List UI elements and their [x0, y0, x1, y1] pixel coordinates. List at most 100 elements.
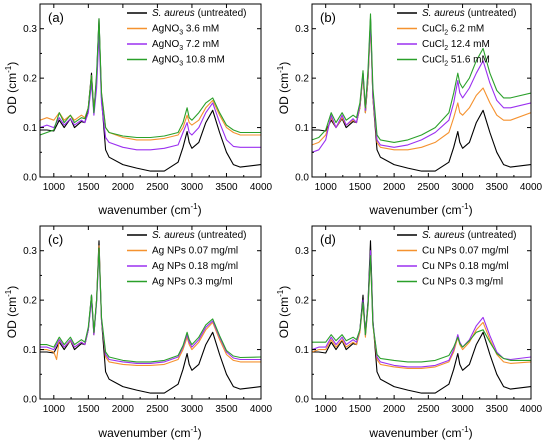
- chart-panel-3: 1000 1500 2000 2500 3000 3500 4000 0.0 0.1 0.2 0.3…: [276, 225, 543, 440]
- y-tick-label: 0.1: [295, 345, 309, 356]
- y-tick-label: 0.3: [23, 246, 37, 257]
- series-line-2: [312, 250, 531, 368]
- x-tick-label: 2000: [112, 404, 135, 415]
- x-tick-label: 2000: [383, 404, 406, 415]
- x-tick-label: 2000: [383, 182, 406, 193]
- plot-frame: [39, 225, 262, 400]
- series-line-2: [40, 33, 261, 151]
- panel-label: (d): [320, 232, 336, 247]
- y-tick-label: 0.2: [295, 296, 309, 307]
- legend-entry: S. aureus (untreated): [152, 230, 247, 241]
- chart-panel-1: 1000 1500 2000 2500 3000 3500 4000 0.0 0.1 0.2 0.3…: [276, 3, 543, 217]
- chart-panel-0: 1000 1500 2000 2500 3000 3500 4000 0.0 0.1 0.2 0.3…: [4, 3, 273, 217]
- y-tick-label: 0.0: [23, 173, 37, 184]
- x-tick-label: 3500: [486, 182, 509, 193]
- y-axis-label: OD (cm-1): [4, 62, 19, 114]
- series-lines: [312, 13, 531, 172]
- series-line-0: [40, 18, 261, 172]
- series-line-2: [40, 250, 261, 364]
- legend-entry: AgNO3 3.6 mM: [152, 24, 219, 37]
- legend-entry: S. aureus (untreated): [152, 8, 247, 19]
- y-tick-label: 0.1: [295, 123, 309, 134]
- series-line-1: [312, 255, 531, 369]
- y-tick-label: 0.1: [23, 123, 37, 134]
- legend-entry: AgNO3 7.2 mM: [152, 39, 219, 52]
- x-axis-label: wavenumber (cm-1): [368, 202, 472, 217]
- series-lines: [40, 240, 261, 394]
- x-axis-label: wavenumber (cm-1): [97, 202, 201, 217]
- y-tick-label: 0.2: [23, 74, 37, 85]
- legend-entry: Cu NPs 0.18 mg/ml: [422, 261, 509, 272]
- y-tick-label: 0.3: [295, 24, 309, 35]
- panel-label: (b): [320, 10, 336, 25]
- series-line-3: [312, 13, 531, 143]
- x-tick-label: 1000: [43, 182, 66, 193]
- x-tick-label: 1000: [43, 404, 66, 415]
- y-tick-label: 0.0: [295, 173, 309, 184]
- legend-entry: S. aureus (untreated): [422, 230, 517, 241]
- x-tick-label: 1000: [315, 182, 338, 193]
- x-tick-label: 1500: [349, 182, 372, 193]
- x-tick-label: 1000: [315, 404, 338, 415]
- x-tick-label: 4000: [250, 404, 273, 415]
- legend-entry: Ag NPs 0.07 mg/ml: [152, 246, 238, 257]
- series-line-0: [40, 240, 261, 394]
- legend-entry: AgNO3 10.8 mM: [152, 55, 225, 68]
- x-tick-label: 3500: [486, 404, 509, 415]
- series-line-3: [40, 247, 261, 363]
- legend-entry: Ag NPs 0.18 mg/ml: [152, 261, 238, 272]
- x-tick-label: 3000: [181, 404, 204, 415]
- panel-label: (c): [48, 232, 63, 247]
- y-tick-label: 0.3: [23, 24, 37, 35]
- plot-frame: [311, 3, 532, 178]
- x-tick-label: 3500: [215, 404, 238, 415]
- x-tick-label: 1500: [77, 182, 100, 193]
- panel-label: (a): [48, 10, 64, 25]
- x-tick-label: 3000: [451, 182, 474, 193]
- y-axis-label: OD (cm-1): [4, 286, 19, 338]
- y-tick-label: 0.1: [23, 345, 37, 356]
- legend-entry: S. aureus (untreated): [422, 8, 517, 19]
- x-tick-label: 3000: [451, 404, 474, 415]
- legend: S. aureus (untreated) AgNO3 3.6 mM AgNO3 7…: [127, 8, 247, 68]
- x-tick-label: 2500: [417, 404, 440, 415]
- x-tick-label: 4000: [520, 182, 543, 193]
- y-tick-label: 0.2: [23, 296, 37, 307]
- legend-entry: Cu NPs 0.3 mg/ml: [422, 277, 503, 288]
- legend-entry: Cu NPs 0.07 mg/ml: [422, 246, 509, 257]
- x-tick-label: 3000: [181, 182, 204, 193]
- x-tick-label: 2500: [146, 404, 169, 415]
- legend: S. aureus (untreated) CuCl2 6.2 mM CuCl2 1…: [397, 8, 517, 68]
- legend-entry: CuCl2 51.6 mM: [422, 55, 490, 68]
- legend: S. aureus (untreated) Cu NPs 0.07 mg/ml Cu…: [397, 230, 517, 288]
- x-tick-label: 4000: [520, 404, 543, 415]
- chart-panel-2: 1000 1500 2000 2500 3000 3500 4000 0.0 0.1 0.2 0.3…: [4, 225, 273, 440]
- legend-entry: CuCl2 6.2 mM: [422, 24, 484, 37]
- series-lines: [312, 240, 531, 394]
- y-tick-label: 0.0: [295, 395, 309, 406]
- series-line-2: [312, 20, 531, 153]
- series-line-3: [40, 18, 261, 139]
- x-tick-label: 1500: [349, 404, 372, 415]
- legend-entry: Ag NPs 0.3 mg/ml: [152, 277, 233, 288]
- plot-frame: [39, 3, 262, 178]
- y-tick-label: 0.2: [295, 74, 309, 85]
- y-axis-label: OD (cm-1): [276, 286, 291, 338]
- x-axis-label: wavenumber (cm-1): [368, 425, 472, 440]
- x-tick-label: 1500: [77, 404, 100, 415]
- x-tick-label: 2000: [112, 182, 135, 193]
- y-axis-label: OD (cm-1): [276, 62, 291, 114]
- x-tick-label: 4000: [250, 182, 273, 193]
- plot-frame: [311, 225, 532, 400]
- series-line-0: [312, 240, 531, 394]
- series-line-1: [40, 28, 261, 141]
- series-line-0: [312, 18, 531, 172]
- series-line-3: [312, 255, 531, 363]
- legend-entry: CuCl2 12.4 mM: [422, 39, 490, 52]
- x-tick-label: 2500: [146, 182, 169, 193]
- legend: S. aureus (untreated) Ag NPs 0.07 mg/ml Ag…: [127, 230, 247, 288]
- x-tick-label: 2500: [417, 182, 440, 193]
- x-tick-label: 3500: [215, 182, 238, 193]
- y-tick-label: 0.3: [295, 246, 309, 257]
